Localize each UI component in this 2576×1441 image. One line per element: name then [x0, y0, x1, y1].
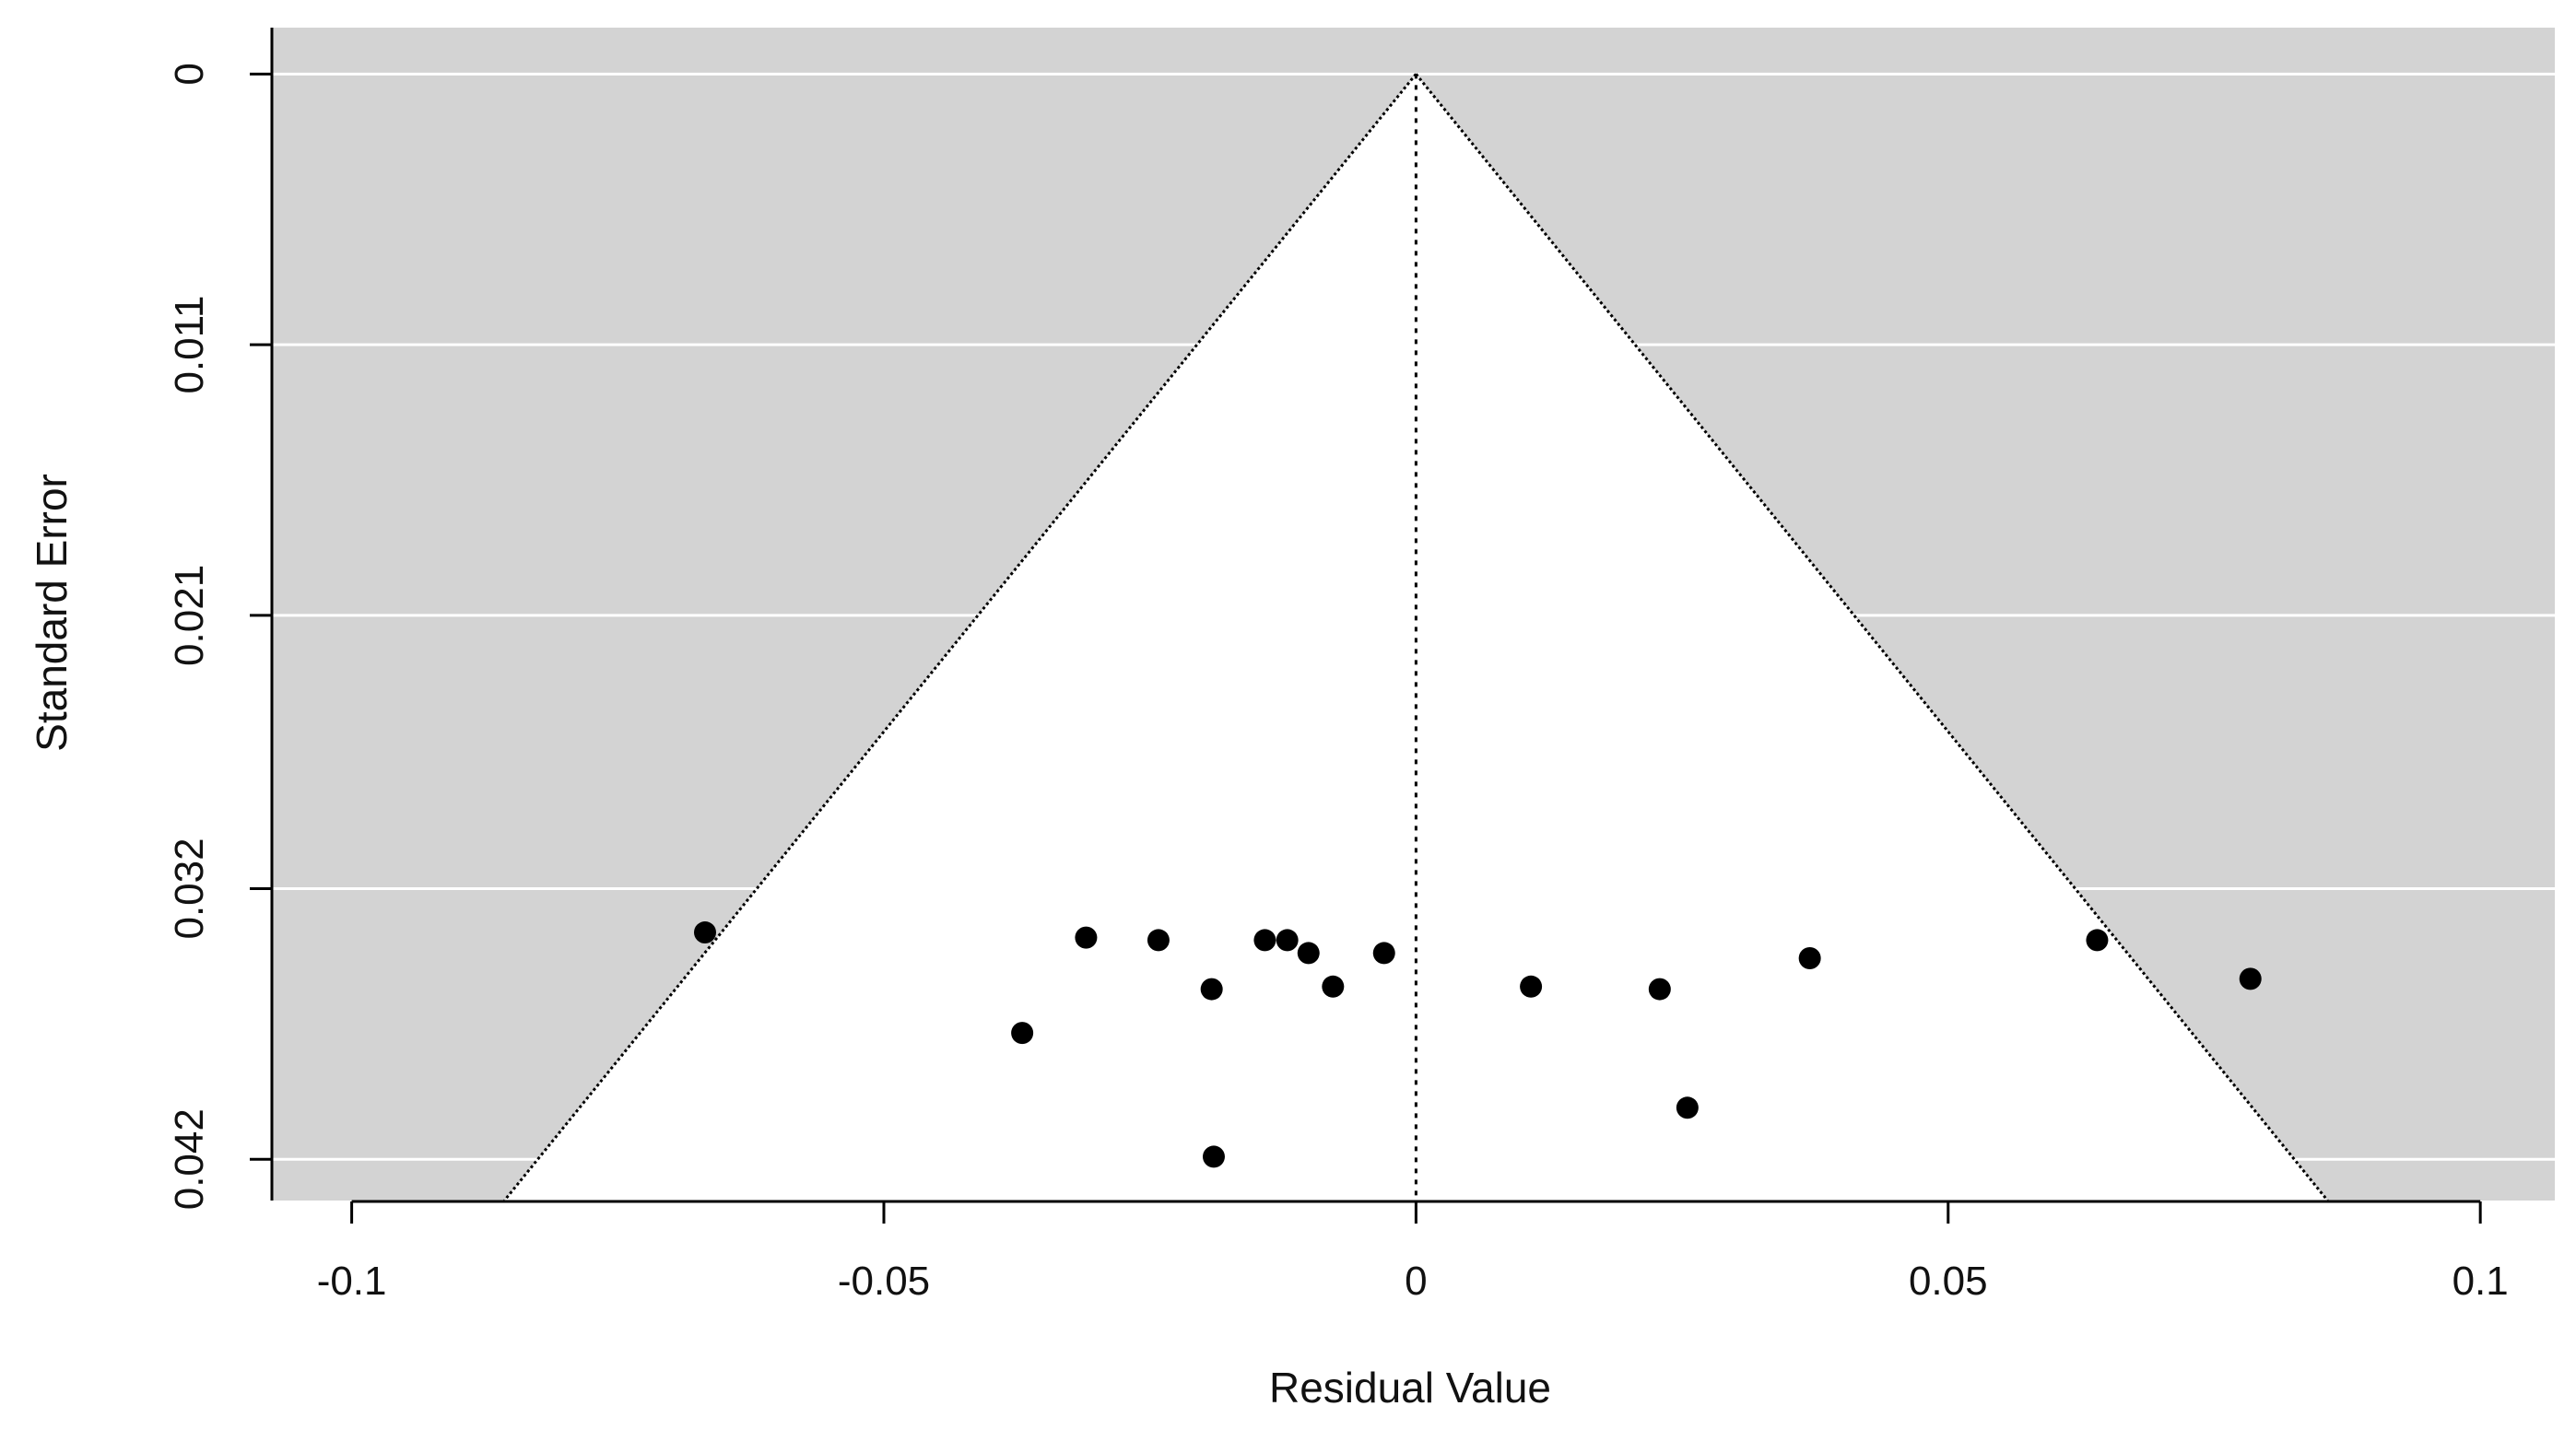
data-point — [1147, 929, 1170, 952]
x-tick-label: -0.05 — [838, 1259, 930, 1304]
y-tick-label: 0.042 — [167, 1108, 212, 1210]
data-point — [1253, 929, 1276, 952]
x-tick-label: -0.1 — [317, 1259, 387, 1304]
y-axis-title: Standard Error — [28, 474, 76, 752]
data-point — [1648, 978, 1671, 1001]
data-point — [1297, 942, 1320, 965]
funnel-left-boundary — [503, 73, 1417, 1201]
x-tick-label: 0.1 — [2452, 1259, 2509, 1304]
data-point — [1011, 1022, 1034, 1045]
data-point — [1322, 975, 1345, 998]
data-point — [2086, 929, 2109, 952]
funnel-region — [504, 74, 2328, 1201]
y-tick-label: 0.032 — [167, 838, 212, 939]
y-tick-label: 0 — [167, 63, 212, 85]
data-point — [2239, 967, 2262, 990]
data-point — [1202, 1145, 1225, 1168]
data-point — [1676, 1096, 1699, 1119]
data-point — [1200, 978, 1223, 1001]
x-tick-label: 0.05 — [1909, 1259, 1988, 1304]
funnel-right-boundary — [1415, 73, 2329, 1201]
x-tick-label: 0 — [1405, 1259, 1427, 1304]
y-tick-label: 0.021 — [167, 565, 212, 666]
data-point — [693, 921, 716, 944]
data-point — [1798, 947, 1821, 970]
y-tick-label: 0.011 — [167, 296, 212, 394]
data-point — [1276, 929, 1299, 952]
x-axis-title: Residual Value — [1269, 1364, 1551, 1412]
data-point — [1075, 926, 1098, 949]
data-point — [1372, 942, 1395, 965]
data-point — [1520, 975, 1543, 998]
